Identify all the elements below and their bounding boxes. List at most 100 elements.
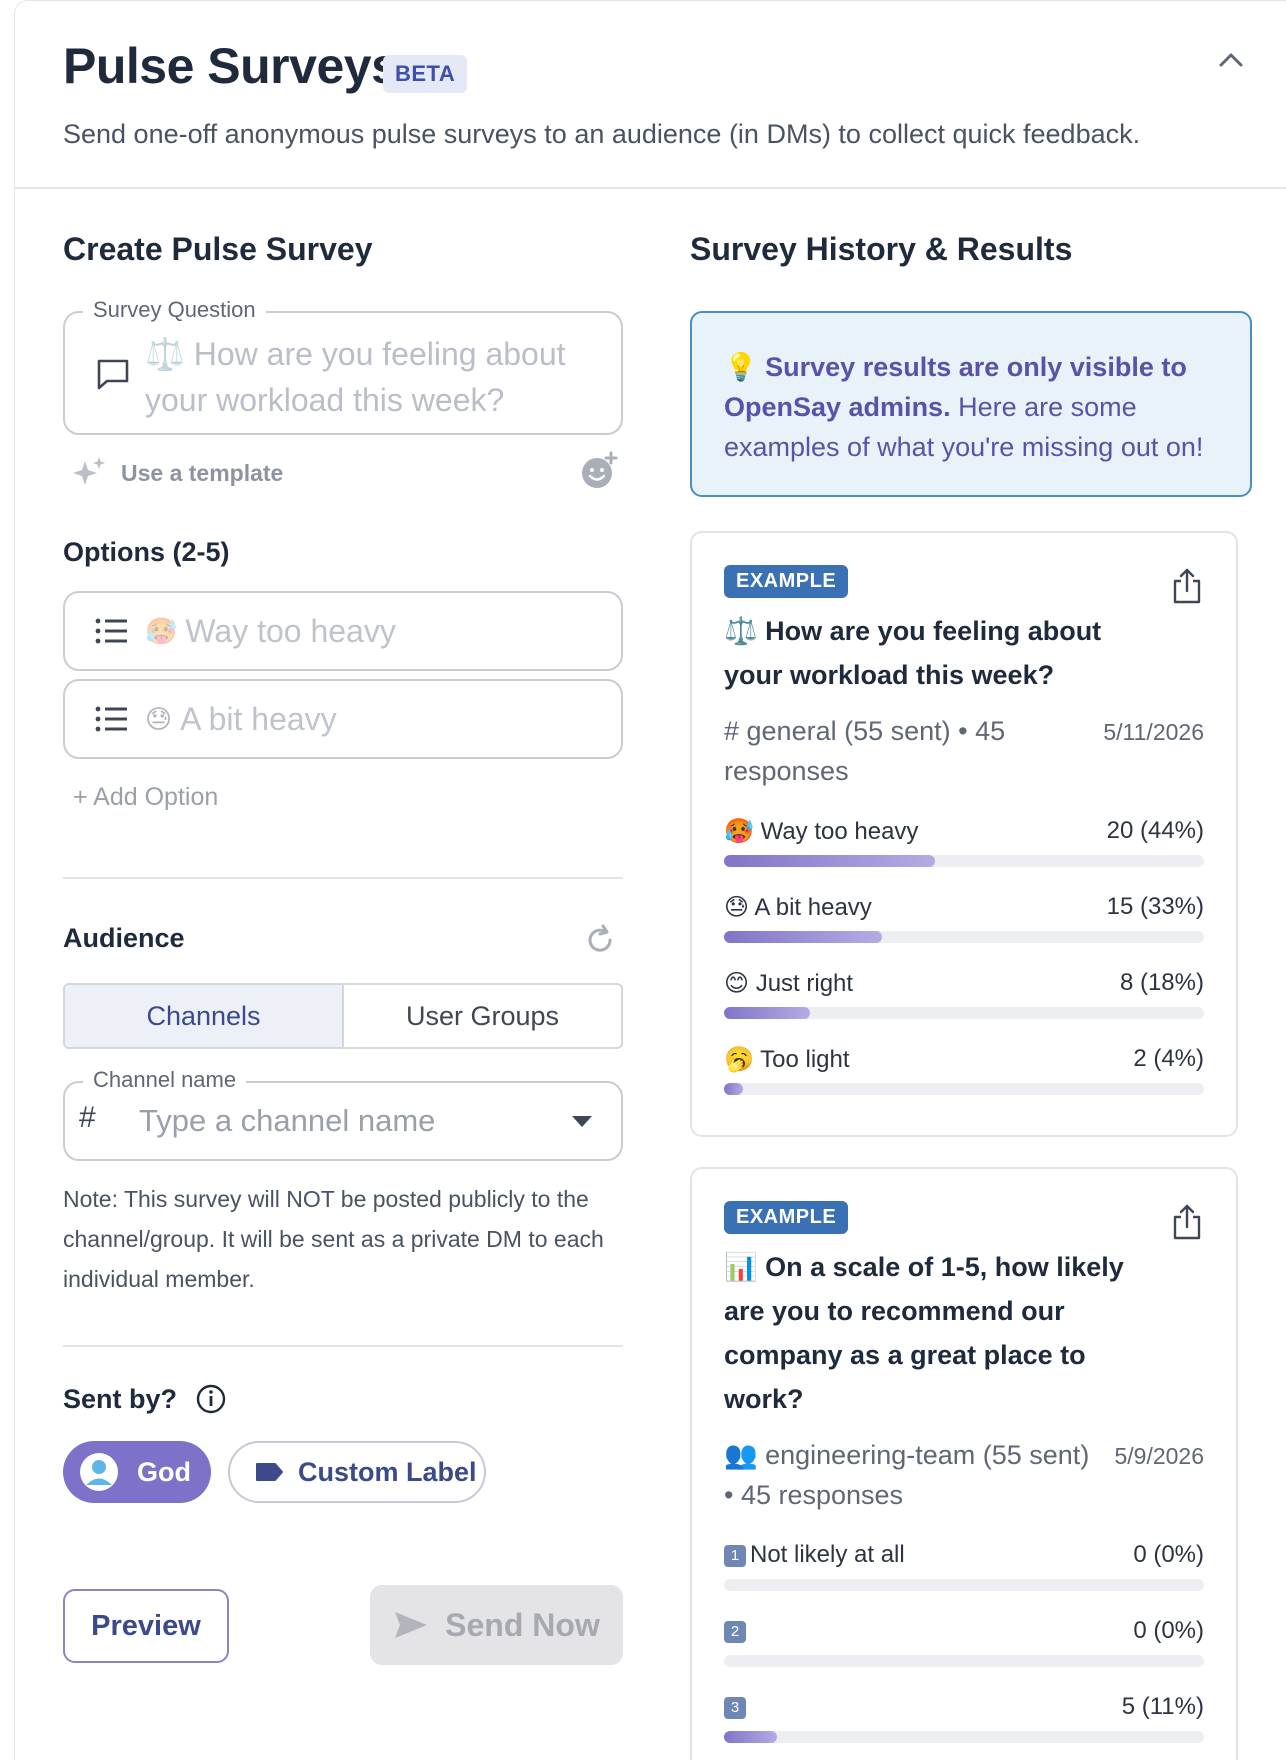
pulse-surveys-panel: Pulse Surveys BETA Send one-off anonymou…	[14, 0, 1286, 1760]
sparkles-icon	[73, 457, 105, 485]
notice-bold-text: Survey results are only visible to OpenS…	[724, 352, 1187, 422]
audience-note: Note: This survey will NOT be posted pub…	[63, 1186, 604, 1292]
result-bar-fill	[724, 931, 883, 943]
info-icon[interactable]	[195, 1383, 227, 1415]
result-bar-fill	[724, 855, 936, 867]
avatar-icon	[80, 1453, 118, 1491]
result-bar-track	[724, 1007, 1204, 1019]
tab-user-groups[interactable]: User Groups	[405, 1000, 560, 1031]
audience-title: Audience	[63, 923, 185, 953]
notice-text: Here are some examples of what you're mi…	[724, 392, 1204, 462]
result-value: 5 (11%)	[1121, 1693, 1204, 1720]
add-option-button[interactable]: + Add Option	[73, 783, 219, 811]
example-survey-card: EXAMPLE ⚖️ How are you feeling about you…	[690, 531, 1238, 1137]
refresh-icon[interactable]	[583, 923, 617, 957]
result-row: 1 Not likely at all 0 (0%)	[724, 1541, 1204, 1591]
result-bar-fill	[724, 1007, 811, 1019]
result-bar-fill	[724, 1731, 777, 1743]
example-badge: EXAMPLE	[724, 565, 849, 598]
keycap-icon: 2	[724, 1620, 746, 1643]
section-divider	[63, 877, 623, 879]
tab-channels[interactable]: Channels	[65, 985, 344, 1047]
section-divider	[63, 1345, 623, 1347]
result-bar-track	[724, 855, 1204, 867]
use-template-label: Use a template	[121, 459, 284, 486]
scales-emoji-icon: ⚖️	[145, 336, 185, 372]
result-label: 😊 Just right	[724, 970, 854, 997]
result-label: 1 Not likely at all	[724, 1541, 905, 1569]
result-bar-track	[724, 1731, 1204, 1743]
survey-question-placeholder-1: How are you feeling about	[193, 336, 566, 372]
survey-question-placeholder-2: your workload this week?	[145, 382, 505, 418]
result-value: 20 (44%)	[1106, 817, 1204, 844]
send-now-button[interactable]: Send Now	[370, 1585, 623, 1665]
list-icon	[95, 618, 127, 644]
result-row: 🥵 Way too heavy 20 (44%)	[724, 817, 1204, 867]
send-now-label: Send Now	[445, 1606, 600, 1643]
page-subtitle: Send one-off anonymous pulse surveys to …	[63, 119, 1141, 149]
result-row: 3 5 (11%)	[724, 1693, 1204, 1743]
share-icon[interactable]	[1172, 1203, 1202, 1241]
result-label: 😓 A bit heavy	[724, 894, 872, 921]
sent-by-custom-label-text: Custom Label	[298, 1456, 477, 1487]
example-date: 5/11/2026	[1103, 719, 1204, 745]
emoji-picker-icon[interactable]	[579, 451, 619, 491]
use-template-button[interactable]: Use a template	[71, 455, 283, 491]
result-value: 0 (0%)	[1133, 1617, 1204, 1644]
result-value: 15 (33%)	[1106, 893, 1204, 920]
result-value: 2 (4%)	[1133, 1045, 1204, 1072]
example-question: ⚖️ How are you feeling about your worklo…	[724, 609, 1144, 697]
beta-badge: BETA	[383, 55, 468, 93]
result-label: 3	[724, 1693, 750, 1721]
options-title: Options (2-5)	[63, 537, 230, 567]
result-label: 2	[724, 1617, 750, 1645]
result-label: 🥵 Way too heavy	[724, 818, 919, 845]
result-bar-track	[724, 1083, 1204, 1095]
survey-question-field[interactable]: Survey Question ⚖️ How are you feeling a…	[63, 297, 623, 435]
option-emoji-icon: 🥵	[145, 615, 178, 646]
result-row: 2 0 (0%)	[724, 1617, 1204, 1667]
keycap-icon: 3	[724, 1696, 746, 1719]
caret-down-icon[interactable]	[571, 1115, 593, 1129]
share-icon[interactable]	[1172, 567, 1202, 605]
comment-icon	[97, 359, 129, 390]
result-row: 😓 A bit heavy 15 (33%)	[724, 893, 1204, 943]
sent-by-god-option[interactable]: God	[63, 1441, 211, 1503]
example-date: 5/9/2026	[1114, 1443, 1204, 1469]
chevron-up-icon[interactable]	[1216, 45, 1246, 75]
channel-name-field[interactable]: Channel name # Type a channel name	[63, 1067, 623, 1161]
option-placeholder: A bit heavy	[180, 700, 337, 737]
result-bar-track	[724, 1579, 1204, 1591]
option-input-1[interactable]: 🥵 Way too heavy	[63, 591, 623, 671]
result-value: 8 (18%)	[1119, 969, 1204, 996]
bar-chart-emoji-icon: 📊	[724, 1252, 758, 1282]
admin-visibility-notice: 💡 Survey results are only visible to Ope…	[690, 311, 1252, 497]
survey-history-title: Survey History & Results	[690, 231, 1073, 267]
scales-emoji-icon: ⚖️	[724, 616, 758, 646]
channel-name-legend: Channel name	[83, 1067, 247, 1093]
survey-question-legend: Survey Question	[83, 297, 266, 323]
option-input-2[interactable]: 😓 A bit heavy	[63, 679, 623, 759]
example-question: 📊 On a scale of 1-5, how likely are you …	[724, 1245, 1124, 1421]
result-label: 🥱 Too light	[724, 1046, 850, 1073]
preview-button[interactable]: Preview	[63, 1589, 229, 1663]
example-survey-card: EXAMPLE 📊 On a scale of 1-5, how likely …	[690, 1167, 1238, 1760]
sent-by-heading: Sent by?	[63, 1383, 227, 1415]
create-survey-title: Create Pulse Survey	[63, 231, 373, 267]
example-badge: EXAMPLE	[724, 1201, 849, 1234]
panel-header: Pulse Surveys BETA Send one-off anonymou…	[15, 1, 1286, 189]
sent-by-title: Sent by?	[63, 1383, 178, 1414]
result-bar-track	[724, 1655, 1204, 1667]
option-placeholder: Way too heavy	[185, 612, 396, 649]
tag-icon	[256, 1463, 283, 1481]
lightbulb-icon: 💡	[724, 352, 758, 382]
sent-by-custom-label-option[interactable]: Custom Label	[228, 1441, 486, 1503]
result-row: 😊 Just right 8 (18%)	[724, 969, 1204, 1019]
audience-type-toggle: Channels User Groups	[63, 983, 623, 1049]
result-bar-track	[724, 931, 1204, 943]
example-meta: 👥 engineering-team (55 sent) • 45 respon…	[724, 1440, 1090, 1510]
example-question-text: On a scale of 1-5, how likely are you to…	[724, 1252, 1124, 1414]
example-question-text: How are you feeling about your workload …	[724, 616, 1102, 690]
keycap-icon: 1	[724, 1544, 746, 1567]
channel-name-placeholder: Type a channel name	[139, 1103, 436, 1138]
